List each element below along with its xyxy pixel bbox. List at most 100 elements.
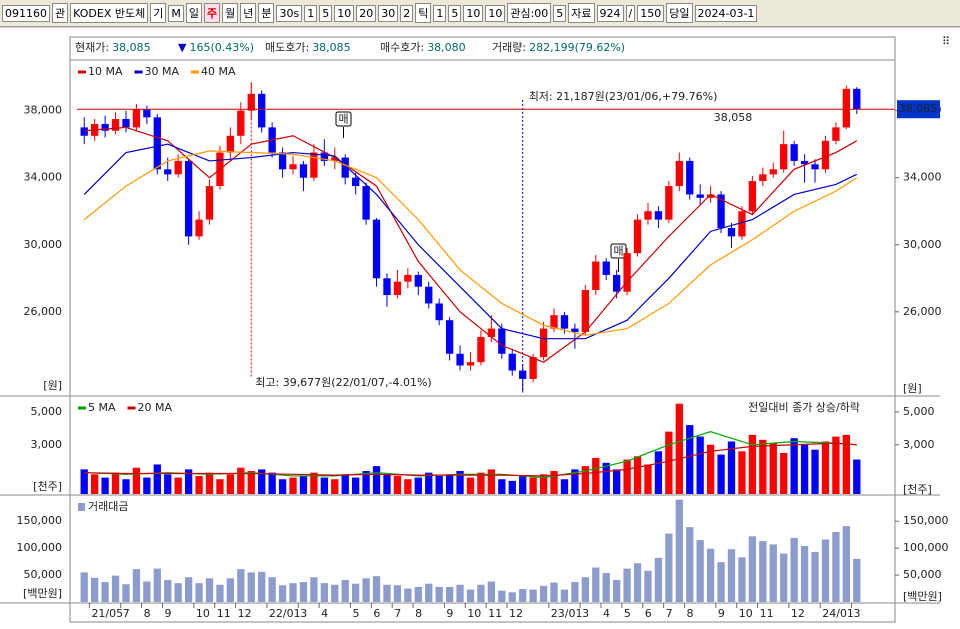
bar: [404, 479, 412, 494]
bar: [498, 590, 506, 602]
bar: [195, 475, 203, 494]
bar: [310, 472, 318, 494]
bar: [445, 474, 454, 494]
bar: [592, 567, 600, 602]
toolbar-item[interactable]: 150: [637, 4, 665, 22]
candle-body: [466, 362, 475, 366]
bar: [247, 471, 255, 494]
bar: [748, 434, 757, 494]
info-value: 165(0.43%): [189, 41, 254, 54]
candle-body: [414, 274, 422, 287]
bar: [717, 562, 725, 602]
toolbar-item[interactable]: 주: [203, 3, 221, 23]
bar: [278, 479, 287, 494]
toolbar-item[interactable]: 30: [378, 4, 399, 22]
candle-body: [258, 93, 266, 128]
toolbar-item[interactable]: 10: [334, 4, 355, 22]
bar: [174, 583, 182, 602]
candle-body: [331, 157, 339, 161]
x-tick-label: 8: [687, 607, 694, 620]
toolbar-item[interactable]: 20: [356, 4, 377, 22]
toolbar-item[interactable]: KODEX 반도체: [70, 3, 149, 23]
y-tick-label: 26,000: [24, 305, 63, 318]
ma-line: [84, 442, 857, 477]
candle-body: [164, 169, 172, 175]
candle-body: [383, 278, 391, 296]
toolbar-item[interactable]: 1: [433, 4, 447, 22]
bar: [508, 480, 516, 494]
toolbar-item[interactable]: 기: [150, 3, 167, 23]
low-label: 최저: 21,187원(23/01/06,+79.76%): [529, 90, 718, 103]
candle-body: [237, 110, 245, 136]
bar: [738, 557, 746, 602]
toolbar-item[interactable]: 5: [319, 4, 333, 22]
candle-body: [508, 353, 516, 371]
bar: [686, 425, 694, 494]
bar: [80, 469, 88, 494]
toolbar-item[interactable]: /: [625, 4, 636, 22]
candle-body: [310, 152, 318, 178]
toolbar-item[interactable]: 10: [463, 4, 484, 22]
x-tick-label: 3: [854, 607, 861, 620]
x-tick-label: 22/01: [269, 607, 301, 620]
x-tick-label: 4: [321, 607, 328, 620]
x-tick-label: 5: [352, 607, 359, 620]
toolbar-item[interactable]: 당일: [666, 3, 693, 23]
toolbar-item[interactable]: 924: [596, 4, 624, 22]
info-value: 38,080: [427, 41, 466, 54]
legend-label: 20 MA: [138, 401, 173, 414]
legend-label: 30 MA: [145, 65, 180, 78]
x-tick-label: 9: [446, 607, 453, 620]
info-label: ▼: [178, 41, 187, 54]
x-tick-label: 21/05: [91, 607, 123, 620]
toolbar-item[interactable]: 2024-03-1: [694, 4, 758, 22]
bar: [800, 546, 809, 602]
toolbar-item[interactable]: 5: [448, 4, 462, 22]
toolbar-item[interactable]: 5: [553, 4, 567, 22]
bar: [759, 541, 767, 602]
toolbar-item[interactable]: 월: [222, 3, 239, 23]
bar: [466, 589, 475, 602]
x-tick-label: 12: [238, 607, 252, 620]
toolbar-item[interactable]: 091160: [2, 4, 50, 22]
bar: [205, 472, 214, 494]
toolbar-item[interactable]: 일: [185, 3, 202, 23]
bar: [592, 457, 600, 494]
candle-body: [101, 124, 109, 131]
toolbar-item[interactable]: 틱: [415, 3, 432, 23]
bar: [675, 403, 683, 494]
bar: [393, 475, 402, 494]
toolbar-item[interactable]: 관: [52, 3, 69, 23]
toolbar-item[interactable]: M: [168, 4, 184, 22]
toolbar-item[interactable]: 관심:00: [507, 3, 552, 23]
bar: [278, 585, 287, 602]
candle-body: [821, 140, 830, 170]
x-tick-label: 10: [739, 607, 753, 620]
toolbar-item[interactable]: 자료: [568, 3, 595, 23]
toolbar-item[interactable]: 분: [258, 3, 275, 23]
toolbar-item[interactable]: 년: [240, 3, 257, 23]
bar: [654, 557, 663, 602]
candle-body: [581, 290, 589, 332]
unit-label: [천주]: [33, 479, 62, 493]
menu-icon[interactable]: ⠿: [942, 35, 950, 48]
bar: [832, 436, 840, 494]
toolbar-item[interactable]: 10: [485, 4, 506, 22]
toolbar-item[interactable]: 1: [304, 4, 318, 22]
bar: [101, 477, 109, 494]
bar: [101, 582, 109, 602]
signal: 매: [335, 111, 352, 138]
bar: [331, 479, 339, 494]
candle-body: [759, 174, 767, 182]
y-tick-label: 30,000: [24, 238, 63, 251]
bar: [352, 477, 360, 494]
candle-body: [498, 328, 506, 354]
toolbar-item[interactable]: 2: [400, 4, 414, 22]
bar: [362, 578, 370, 602]
bar: [571, 469, 579, 494]
x-tick-label: 5: [624, 607, 631, 620]
candle-body: [372, 219, 381, 279]
candle-body: [111, 119, 120, 131]
bar: [237, 569, 245, 602]
toolbar-item[interactable]: 30s: [276, 4, 303, 22]
